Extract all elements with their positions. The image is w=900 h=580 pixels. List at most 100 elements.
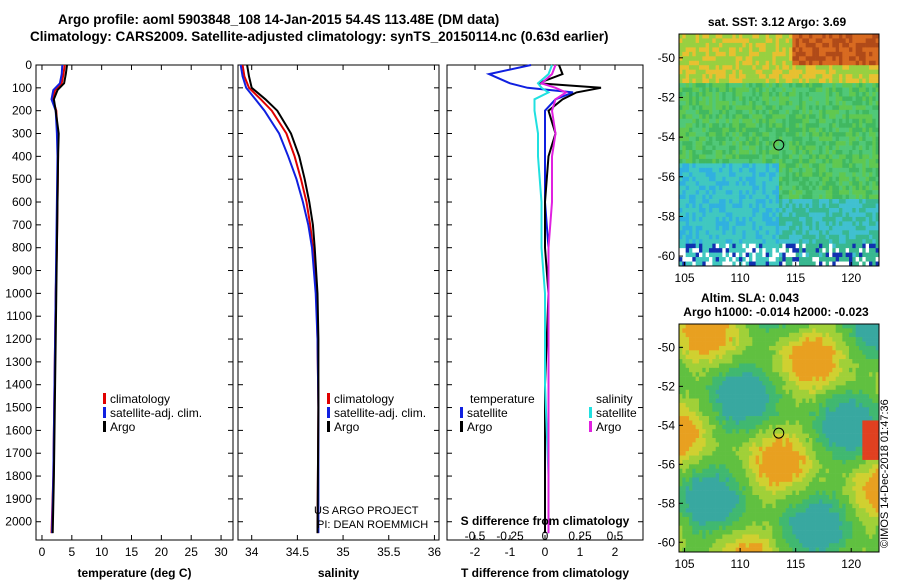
map-cell [809, 92, 813, 97]
map-cell [845, 87, 850, 93]
map-cell [845, 51, 850, 57]
map-cell [822, 163, 826, 169]
map-cell [752, 132, 756, 137]
map-cell [729, 429, 733, 434]
map-cell [855, 78, 860, 84]
map-cell [862, 47, 866, 53]
map-cell [775, 424, 780, 430]
map-cell [782, 372, 786, 377]
map-cell [722, 92, 726, 97]
map-cell [849, 167, 853, 173]
map-cell [875, 411, 880, 417]
map-cell [702, 118, 706, 124]
map-cell [862, 154, 866, 160]
map-cell [712, 158, 716, 164]
map-cell [819, 87, 823, 93]
map-cell [765, 394, 770, 399]
map-cell [789, 83, 793, 88]
map-cell [692, 118, 696, 124]
map-cell [835, 141, 840, 146]
map-cell [782, 261, 786, 267]
map-cell [725, 208, 730, 213]
map-cell [715, 42, 720, 48]
map-cell [692, 83, 696, 88]
map-cell [865, 407, 870, 412]
map-cell [862, 261, 866, 267]
map-cell [775, 176, 780, 182]
map-cell [689, 154, 693, 160]
map-cell [805, 243, 810, 249]
map-cell [822, 389, 826, 395]
map-cell [725, 402, 730, 408]
map-cell [729, 51, 733, 57]
map-cell [789, 225, 793, 231]
map-cell [702, 416, 706, 421]
map-cell [762, 167, 766, 173]
map-cell [705, 402, 710, 408]
map-cell [749, 248, 753, 253]
map-cell [765, 34, 770, 39]
map-cell [772, 221, 776, 227]
map-cell [865, 341, 870, 347]
map-cell [735, 212, 740, 218]
map-cell [809, 203, 813, 209]
map-cell [745, 199, 750, 204]
map-cell [779, 420, 783, 426]
map-cell [712, 136, 716, 142]
map-cell [865, 172, 870, 178]
map-cell [685, 230, 690, 236]
map-cell [869, 34, 873, 39]
map-cell [745, 181, 750, 186]
map-cell [785, 363, 790, 369]
map-cell [805, 47, 810, 53]
map-cell [842, 212, 846, 218]
map-cell [849, 154, 853, 160]
map-cell [859, 96, 863, 102]
map-cell [832, 354, 836, 360]
map-cell [812, 47, 816, 53]
map-cell [822, 429, 826, 434]
map-cell [809, 127, 813, 133]
map-cell [685, 141, 690, 146]
map-cell [815, 47, 820, 53]
map-cell [809, 65, 813, 70]
map-cell [779, 225, 783, 231]
map-cell [802, 123, 806, 128]
map-cell [815, 372, 820, 377]
map-cell [725, 150, 730, 155]
map-cell [855, 376, 860, 382]
map-cell [679, 230, 683, 236]
map-cell [809, 257, 813, 262]
map-cell [705, 221, 710, 227]
map-cell [782, 109, 786, 115]
map-cell [689, 167, 693, 173]
map-cell [835, 328, 840, 334]
map-cell [699, 163, 703, 169]
map-cell [719, 56, 723, 62]
map-cell [855, 38, 860, 44]
map-cell [742, 158, 746, 164]
map-cell [692, 145, 696, 151]
map-cell [799, 78, 803, 84]
map-cell [699, 252, 703, 258]
map-cell [829, 203, 833, 209]
map-cell [855, 385, 860, 391]
map-cell [839, 420, 843, 426]
y-tick-label: 1300 [5, 355, 32, 369]
map-cell [742, 341, 746, 347]
map-cell [709, 225, 713, 231]
map-cell [742, 100, 746, 106]
map-cell [832, 252, 836, 258]
map-cell [865, 194, 870, 200]
map-cell [759, 199, 763, 204]
map-cell [795, 38, 800, 44]
map-cell [819, 212, 823, 218]
map-cell [722, 230, 726, 236]
map-cell [705, 65, 710, 70]
map-cell [765, 150, 770, 155]
map-cell [795, 42, 800, 48]
map-cell [689, 96, 693, 102]
map-cell [789, 429, 793, 434]
map-cell [729, 243, 733, 249]
map-cell [702, 208, 706, 213]
